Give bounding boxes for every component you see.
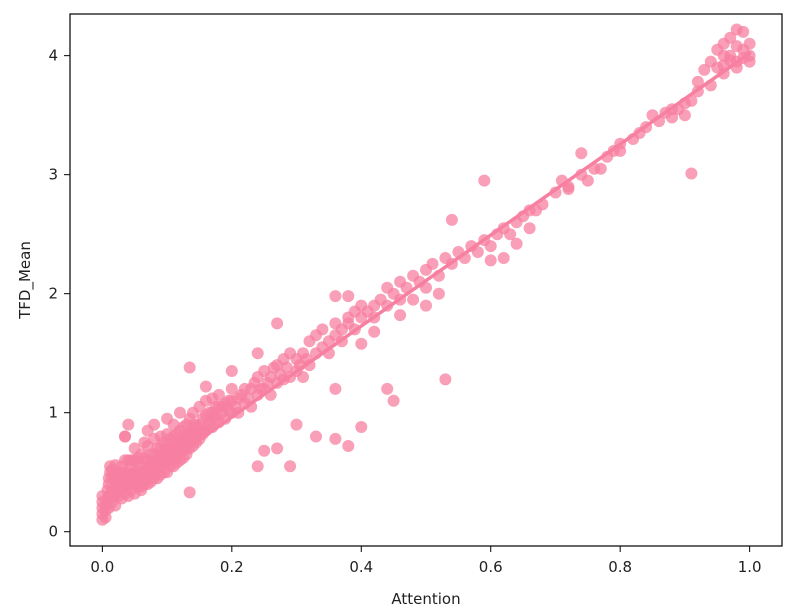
data-point xyxy=(381,382,394,395)
y-axis-ticks: 0 1 2 3 4 xyxy=(48,47,70,541)
data-point xyxy=(329,382,342,395)
data-point xyxy=(271,442,284,455)
data-point xyxy=(523,222,536,235)
data-point xyxy=(387,394,400,407)
data-point xyxy=(106,463,119,476)
data-point xyxy=(691,75,704,88)
x-axis-ticks: 0.0 0.2 0.4 0.6 0.8 1.0 xyxy=(90,546,762,576)
x-tick-label: 0.2 xyxy=(220,558,244,576)
x-axis-label: Attention xyxy=(391,590,460,608)
data-point xyxy=(132,460,144,473)
data-point xyxy=(510,237,523,250)
x-tick-label: 0.8 xyxy=(608,558,632,576)
y-tick-label: 0 xyxy=(48,523,58,541)
data-point xyxy=(122,418,135,431)
data-point xyxy=(258,444,271,457)
data-point xyxy=(426,257,439,270)
data-point xyxy=(730,40,743,53)
y-tick-label: 1 xyxy=(48,404,58,422)
data-point xyxy=(199,380,212,393)
data-point xyxy=(329,432,342,445)
x-tick-label: 0.4 xyxy=(349,558,373,576)
data-point xyxy=(685,167,698,180)
data-point xyxy=(310,430,322,443)
data-point xyxy=(581,174,594,187)
y-tick-label: 4 xyxy=(48,47,58,65)
data-point xyxy=(271,317,284,330)
x-tick-label: 0.6 xyxy=(479,558,503,576)
data-point xyxy=(575,147,588,160)
data-point xyxy=(119,468,131,481)
data-point xyxy=(471,246,484,258)
data-point xyxy=(342,290,355,303)
y-tick-label: 2 xyxy=(48,285,58,303)
data-point xyxy=(212,388,225,401)
data-point xyxy=(316,323,329,336)
data-point xyxy=(209,409,222,422)
data-point xyxy=(222,394,235,407)
data-point xyxy=(594,162,607,175)
data-point xyxy=(297,371,309,383)
data-point xyxy=(368,325,381,338)
data-point xyxy=(280,361,293,374)
data-point xyxy=(183,361,196,374)
data-point xyxy=(174,406,186,419)
data-point xyxy=(355,421,368,433)
data-point xyxy=(329,290,342,303)
data-point xyxy=(284,460,297,473)
data-point xyxy=(407,293,420,306)
data-point xyxy=(193,425,206,438)
data-point xyxy=(148,418,161,431)
y-axis-label: TFD_Mean xyxy=(16,241,35,320)
data-point xyxy=(562,183,575,195)
data-point xyxy=(251,460,264,473)
data-point xyxy=(183,486,196,499)
data-point xyxy=(497,252,510,264)
data-point xyxy=(678,109,691,122)
data-point xyxy=(743,37,756,50)
data-point xyxy=(394,309,407,322)
data-point xyxy=(432,287,445,300)
y-tick-label: 3 xyxy=(48,166,58,184)
data-point xyxy=(439,373,452,386)
data-point xyxy=(698,63,711,76)
data-point xyxy=(115,478,128,491)
data-point xyxy=(445,213,458,226)
data-point xyxy=(225,382,238,395)
data-point xyxy=(119,430,131,443)
data-point xyxy=(737,25,750,38)
data-point xyxy=(711,43,724,56)
data-point xyxy=(484,240,497,253)
plot-frame xyxy=(69,13,783,547)
data-point xyxy=(478,174,491,187)
data-point xyxy=(666,111,678,124)
data-point xyxy=(225,365,238,377)
data-point xyxy=(290,418,303,431)
data-point xyxy=(420,299,432,312)
x-tick-label: 1.0 xyxy=(738,558,762,576)
data-point xyxy=(504,228,517,241)
data-point xyxy=(342,440,355,452)
data-point xyxy=(355,337,368,350)
data-point xyxy=(484,254,497,267)
data-point xyxy=(251,347,264,360)
regression-line xyxy=(100,51,752,510)
data-point xyxy=(704,55,717,68)
x-tick-label: 0.0 xyxy=(90,558,114,576)
data-point xyxy=(724,31,737,44)
